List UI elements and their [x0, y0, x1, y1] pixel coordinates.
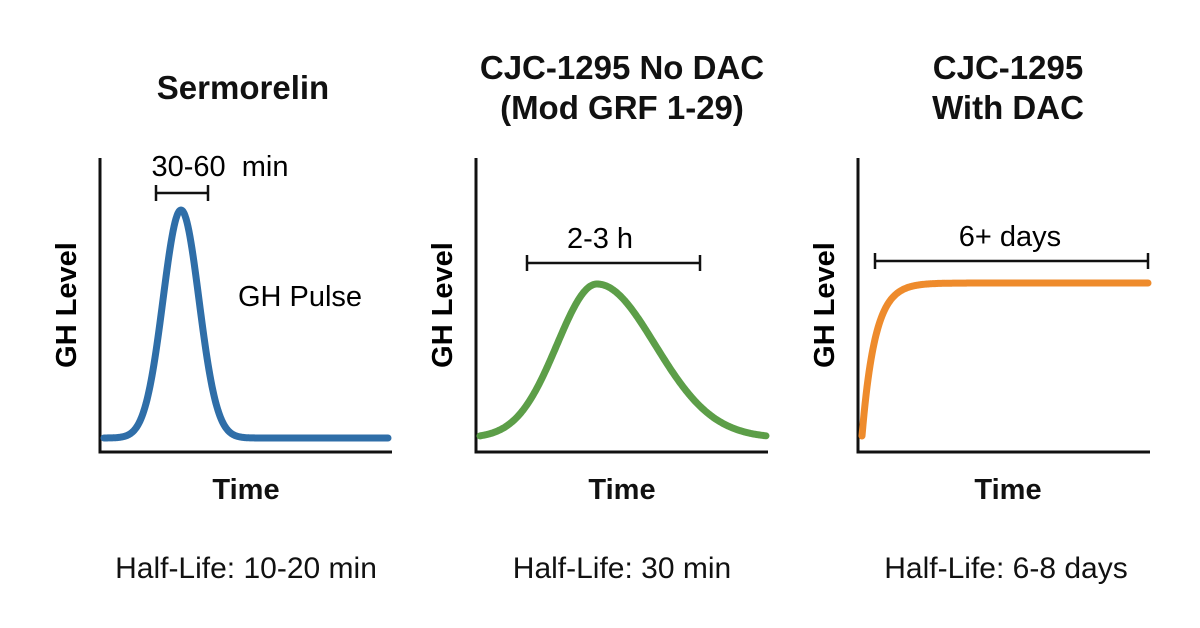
chart-2-ylabel: GH Level	[427, 242, 459, 368]
chart-1-bracket	[154, 185, 210, 201]
chart-1-axes	[98, 158, 392, 454]
chart-2-axes	[474, 158, 768, 454]
chart-1-bracket-label: 30-60 min	[151, 151, 288, 183]
chart-2: GH Level 2-3 h	[427, 158, 770, 454]
chart-3-series-line	[858, 279, 1152, 440]
chart-3-title: CJC-1295 With DAC	[932, 49, 1084, 126]
chart-3-bracket	[873, 253, 1150, 269]
chart-1-title: Sermorelin	[156, 69, 330, 106]
chart-3-half-life: Half-Life: 6-8 days	[884, 552, 1128, 585]
chart-3-ylabel: GH Level	[809, 242, 841, 368]
chart-3-xlabel: Time	[974, 474, 1042, 506]
chart-1-ylabel: GH Level	[51, 242, 83, 368]
chart-3-bracket-label: 6+ days	[959, 221, 1061, 253]
chart-2-bracket	[525, 255, 702, 271]
chart-2-bracket-label: 2-3 h	[567, 223, 633, 255]
chart-1-half-life: Half-Life: 10-20 min	[115, 552, 377, 585]
chart-1: GH Level 30-60 min GH Pulse	[51, 151, 392, 454]
chart-1-annotation: GH Pulse	[238, 281, 362, 313]
chart-2-xlabel: Time	[588, 474, 656, 506]
chart-3-axes	[856, 158, 1150, 454]
chart-2-series-line	[476, 280, 770, 440]
chart-1-xlabel: Time	[212, 474, 280, 506]
chart-2-title: CJC-1295 No DAC (Mod GRF 1-29)	[479, 49, 765, 126]
chart-1-series-line	[100, 206, 392, 442]
chart-2-half-life: Half-Life: 30 min	[512, 552, 732, 585]
chart-3: GH Level 6+ days	[809, 158, 1152, 454]
